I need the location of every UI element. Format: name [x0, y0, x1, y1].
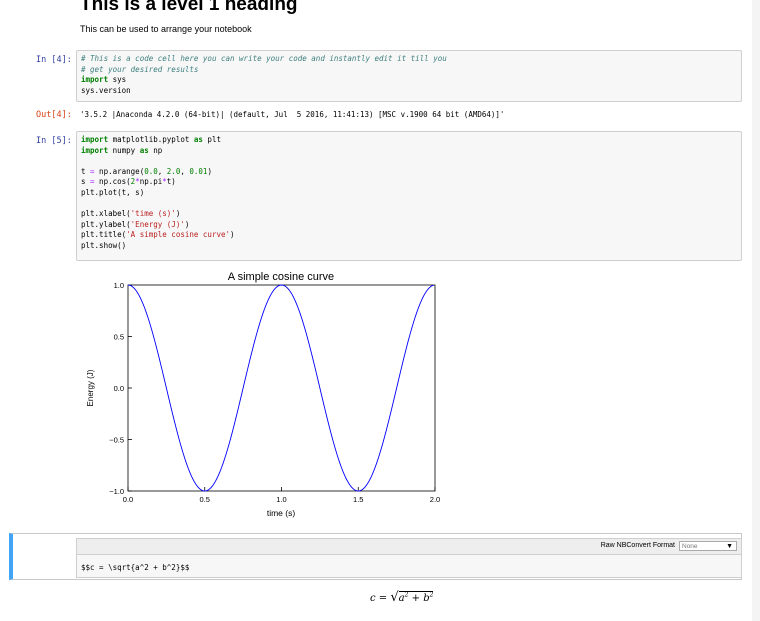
code-token: t)	[166, 177, 176, 187]
code-line: # get your desired results	[81, 65, 737, 76]
code-token: np.pi	[139, 177, 163, 187]
code-token: np.arange(	[94, 166, 145, 176]
code-token: plt.ylabel(	[81, 219, 131, 229]
code-line: # This is a code cell here you can write…	[81, 54, 737, 65]
code-line: sys.version	[81, 86, 737, 97]
code-token: =	[90, 166, 95, 176]
code-token: 'Energy (J)'	[130, 219, 185, 229]
code-line: t = np.arange(0.0, 2.0, 0.01)	[81, 167, 737, 178]
plot-area	[127, 284, 436, 492]
code-token: )	[230, 230, 235, 240]
code-token: 2.0	[166, 166, 181, 176]
y-tick-label: −0.5	[109, 436, 124, 445]
out-prompt-4: Out[4]:	[36, 110, 72, 120]
x-tick-label: 1.0	[276, 495, 286, 504]
in-prompt-4: In [4]:	[36, 55, 72, 65]
y-tick-label: −1.0	[109, 487, 124, 496]
code-token: t	[81, 166, 91, 176]
raw-format-select[interactable]: None ▼	[679, 541, 737, 551]
code-token: )	[184, 219, 190, 229]
code-line: plt.plot(t, s)	[81, 188, 737, 199]
code-token: )	[207, 166, 212, 176]
y-tick-label: 1.0	[114, 281, 124, 290]
x-tick-label: 0.0	[123, 495, 133, 504]
code-line: import numpy as np	[81, 146, 737, 157]
code-line: plt.xlabel('time (s)')	[81, 209, 737, 220]
code-token: *	[162, 177, 167, 187]
y-tick-label: 0.0	[114, 384, 124, 393]
cosine-plot: A simple cosine curve 1.00.50.0−0.5−1.0 …	[86, 271, 440, 518]
code-line	[81, 199, 737, 210]
code-line: s = np.cos(2*np.pi*t)	[81, 177, 737, 188]
cosine-series-line	[127, 284, 434, 492]
chart-title: A simple cosine curve	[228, 271, 334, 283]
code-token: np.cos(	[94, 177, 131, 187]
y-axis-label: Energy (J)	[86, 369, 95, 406]
heading-subtitle: This can be used to arrange your noteboo…	[80, 24, 252, 34]
code-line: plt.title('A simple cosine curve')	[81, 230, 737, 241]
code-token: )	[175, 209, 181, 219]
code-line: import sys	[81, 75, 737, 86]
code-token: # get your desired results	[81, 64, 199, 74]
in-prompt-5: In [5]:	[36, 136, 72, 146]
code-token: 0.0	[144, 166, 158, 176]
code-line: plt.show()	[81, 241, 737, 252]
math-b: b	[423, 593, 430, 604]
raw-format-value: None	[682, 543, 698, 550]
code-cell-4[interactable]: # This is a code cell here you can write…	[76, 50, 742, 102]
code-line: import matplotlib.pyplot as plt	[81, 135, 737, 146]
code-token: plt.show()	[81, 240, 127, 250]
code-token: =	[90, 177, 95, 187]
math-a: a	[398, 593, 405, 604]
math-exp-a: 2	[404, 591, 409, 599]
math-exp-b: 2	[429, 591, 434, 599]
code-cell-5[interactable]: import matplotlib.pyplot as plt import nu…	[76, 131, 742, 261]
code-token: plt.title(	[81, 230, 127, 240]
raw-cell-input[interactable]: $$c = \sqrt{a^2 + b^2}$$	[76, 554, 742, 578]
code-token: np	[148, 145, 163, 155]
code-token: s	[81, 177, 91, 187]
rendered-math-equation: c = √a2 + b2	[370, 590, 434, 605]
code-token: numpy	[108, 145, 140, 155]
level1-heading: This is a level 1 heading	[80, 0, 298, 15]
math-lhs: c	[370, 593, 376, 604]
code-token: sys	[108, 75, 127, 85]
code-line: plt.ylabel('Energy (J)')	[81, 220, 737, 231]
x-axis-label: time (s)	[267, 508, 296, 518]
output-cell-4: '3.5.2 |Anaconda 4.2.0 (64-bit)| (defaul…	[80, 110, 505, 119]
code-token: 0.01	[189, 166, 208, 176]
math-radicand: a2 + b2	[398, 591, 434, 604]
code-token: ,	[180, 166, 190, 176]
code-token: 'time (s)'	[130, 209, 176, 219]
x-tick-label: 2.0	[430, 495, 440, 504]
x-tick-label: 0.5	[200, 495, 210, 504]
code-token: # This is a code cell here you can write…	[81, 54, 447, 63]
code-token: plt.xlabel(	[81, 209, 131, 219]
code-token: sys.version	[81, 85, 131, 95]
math-equals: =	[378, 593, 388, 604]
code-token: import	[81, 145, 109, 155]
code-token: 'A simple cosine curve'	[126, 230, 231, 240]
code-token: *	[135, 177, 140, 187]
math-sqrt: √	[390, 590, 399, 605]
raw-cell-toolbar: Raw NBConvert Format None ▼	[76, 538, 742, 554]
raw-format-label: Raw NBConvert Format	[600, 542, 675, 549]
math-plus: +	[411, 593, 421, 604]
code-token: 2	[130, 177, 136, 187]
scrollbar[interactable]	[752, 0, 760, 621]
code-token: import	[81, 75, 109, 85]
code-token: ,	[157, 166, 167, 176]
code-token: matplotlib.pyplot	[108, 135, 194, 144]
chevron-down-icon: ▼	[726, 543, 733, 550]
code-token: import	[81, 135, 109, 144]
code-token: as	[193, 135, 203, 144]
x-tick-label: 1.5	[353, 495, 363, 504]
code-token: as	[139, 145, 149, 155]
code-line	[81, 156, 737, 167]
y-tick-label: 0.5	[114, 333, 124, 342]
code-token: plt.plot(t, s)	[81, 187, 145, 197]
code-token: plt	[202, 135, 221, 144]
